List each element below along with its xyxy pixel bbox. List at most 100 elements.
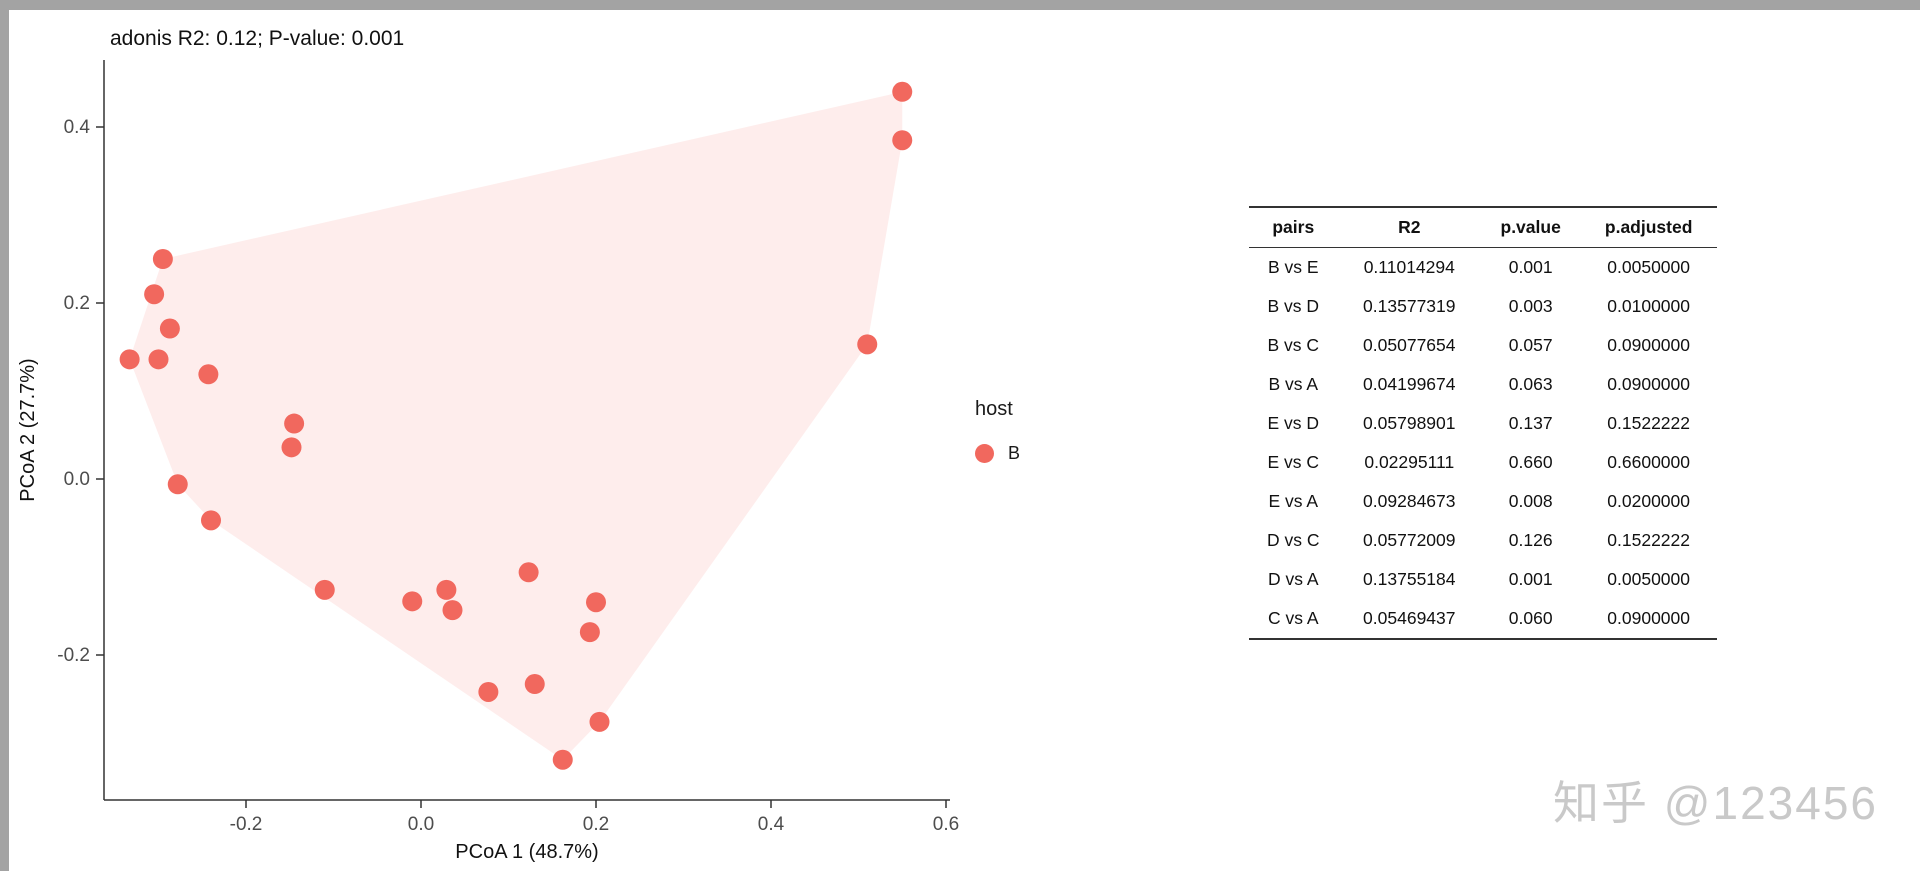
table-cell: 0.008	[1508, 491, 1553, 511]
table-cell: 0.0900000	[1607, 335, 1691, 355]
table-cell: B vs A	[1268, 374, 1319, 394]
window-edge-top	[0, 0, 1920, 10]
table-cell: B vs C	[1267, 335, 1320, 355]
table-cell: 0.003	[1508, 296, 1553, 316]
data-point	[892, 130, 913, 151]
table-cell: 0.057	[1508, 335, 1553, 355]
table-header-row: pairs R2 p.value p.adjusted	[1249, 207, 1717, 248]
table-cell: 0.001	[1508, 257, 1553, 277]
window-edge-left	[0, 0, 9, 871]
legend-point-icon	[975, 444, 994, 463]
y-tick-label: -0.2	[57, 645, 90, 666]
data-point	[159, 318, 180, 339]
table-cell: 0.04199674	[1363, 374, 1456, 394]
legend-title: host	[975, 398, 1013, 420]
table-cell: E vs A	[1268, 491, 1319, 511]
data-point	[167, 474, 188, 495]
table-cell: D vs C	[1267, 530, 1320, 550]
table-cell: 0.11014294	[1363, 257, 1455, 277]
table-cell: 0.1522222	[1607, 530, 1691, 550]
table-cell: B vs E	[1267, 257, 1319, 277]
table-row: B vs E 0.11014294 0.001 0.0050000	[1249, 248, 1717, 288]
table-cell: 0.001	[1508, 569, 1553, 589]
table-body: B vs E 0.11014294 0.001 0.0050000 B vs D 0.13…	[1249, 248, 1717, 639]
table-row: B vs D 0.13577319 0.003 0.0100000	[1249, 287, 1717, 326]
data-point	[119, 349, 140, 370]
x-tick-label: 0.2	[583, 814, 609, 835]
x-tick-label: -0.2	[230, 814, 263, 835]
table-cell: 0.060	[1508, 608, 1553, 628]
data-point	[436, 579, 457, 600]
pairwise-adonis-table: pairs R2 p.value p.adjusted B vs E 0.1101429…	[1249, 206, 1717, 640]
data-point	[148, 349, 169, 370]
table-cell: 0.0900000	[1607, 608, 1691, 628]
table-column-header: p.value	[1500, 217, 1561, 237]
data-point	[518, 562, 539, 583]
table-cell: 0.126	[1508, 530, 1553, 550]
data-point	[579, 622, 600, 643]
table-cell: 0.05469437	[1363, 608, 1456, 628]
data-point	[589, 711, 610, 732]
data-point	[281, 437, 302, 458]
x-tick-label: 0.6	[933, 814, 959, 835]
table-cell: 0.13755184	[1363, 569, 1456, 589]
table-cell: 0.0900000	[1607, 374, 1691, 394]
table-row: B vs A 0.04199674 0.063 0.0900000	[1249, 365, 1717, 404]
y-tick-label: 0.2	[64, 293, 90, 314]
table-cell: 0.1522222	[1607, 413, 1691, 433]
table-column-header: pairs	[1272, 217, 1315, 237]
x-tick-label: 0.0	[408, 814, 434, 835]
data-point	[586, 592, 606, 613]
table-cell: 0.02295111	[1364, 452, 1455, 472]
table-cell: E vs C	[1267, 452, 1320, 472]
data-point	[144, 284, 165, 305]
table-row: D vs A 0.13755184 0.001 0.0050000	[1249, 560, 1717, 599]
legend-entry-label: B	[1008, 443, 1021, 463]
x-tick-label: 0.4	[758, 814, 785, 835]
table-cell: 0.0050000	[1607, 569, 1691, 589]
table-column-header: R2	[1398, 217, 1421, 237]
table-cell: 0.05772009	[1363, 530, 1456, 550]
data-point	[201, 510, 221, 531]
table-row: E vs D 0.05798901 0.137 0.1522222	[1249, 404, 1717, 443]
table-row: E vs A 0.09284673 0.008 0.0200000	[1249, 482, 1717, 521]
x-axis-title: PCoA 1 (48.7%)	[455, 841, 598, 863]
watermark: 知乎 @123456	[1553, 777, 1878, 829]
data-point	[857, 334, 878, 355]
table-cell: 0.137	[1508, 413, 1553, 433]
table-cell: C vs A	[1267, 608, 1319, 628]
table-cell: 0.0200000	[1607, 491, 1691, 511]
table-row: B vs C 0.05077654 0.057 0.0900000	[1249, 326, 1717, 365]
y-axis-title: PCoA 2 (27.7%)	[17, 358, 39, 501]
table-column-header: p.adjusted	[1604, 217, 1693, 237]
y-tick-label: 0.0	[64, 469, 90, 490]
plot-title: adonis R2: 0.12; P-value: 0.001	[110, 27, 404, 50]
data-point	[478, 681, 499, 702]
table-cell: 0.0100000	[1607, 296, 1691, 316]
table-header: pairs R2 p.value p.adjusted	[1249, 207, 1717, 248]
plot-legend: host B	[975, 398, 1020, 464]
table-row: C vs A 0.05469437 0.060 0.0900000	[1249, 599, 1717, 639]
table-cell: E vs D	[1267, 413, 1320, 433]
legend-entry: B	[975, 443, 1020, 464]
data-point	[552, 749, 573, 770]
table-cell: 0.063	[1508, 374, 1553, 394]
data-point	[198, 364, 219, 385]
data-point	[402, 591, 423, 612]
table-cell: D vs A	[1267, 569, 1319, 589]
data-point	[152, 249, 173, 269]
data-point	[314, 579, 335, 600]
y-tick-label: 0.4	[64, 117, 91, 138]
table-cell: 0.6600000	[1607, 452, 1691, 472]
table-row: E vs C 0.02295111 0.660 0.6600000	[1249, 443, 1717, 482]
table-row: D vs C 0.05772009 0.126 0.1522222	[1249, 521, 1717, 560]
data-point	[892, 81, 913, 102]
pcoa-scatter-plot: -0.2 0.0 0.2 0.4 0.6 -0.2 0.0 0.2 0.4 adonis R2: …	[17, 27, 959, 863]
data-point	[442, 600, 463, 621]
table-cell: 0.05077654	[1363, 335, 1456, 355]
table-cell: 0.13577319	[1363, 296, 1456, 316]
table-cell: 0.0050000	[1607, 257, 1691, 277]
convex-hull	[129, 91, 903, 760]
table-cell: 0.05798901	[1363, 413, 1456, 433]
